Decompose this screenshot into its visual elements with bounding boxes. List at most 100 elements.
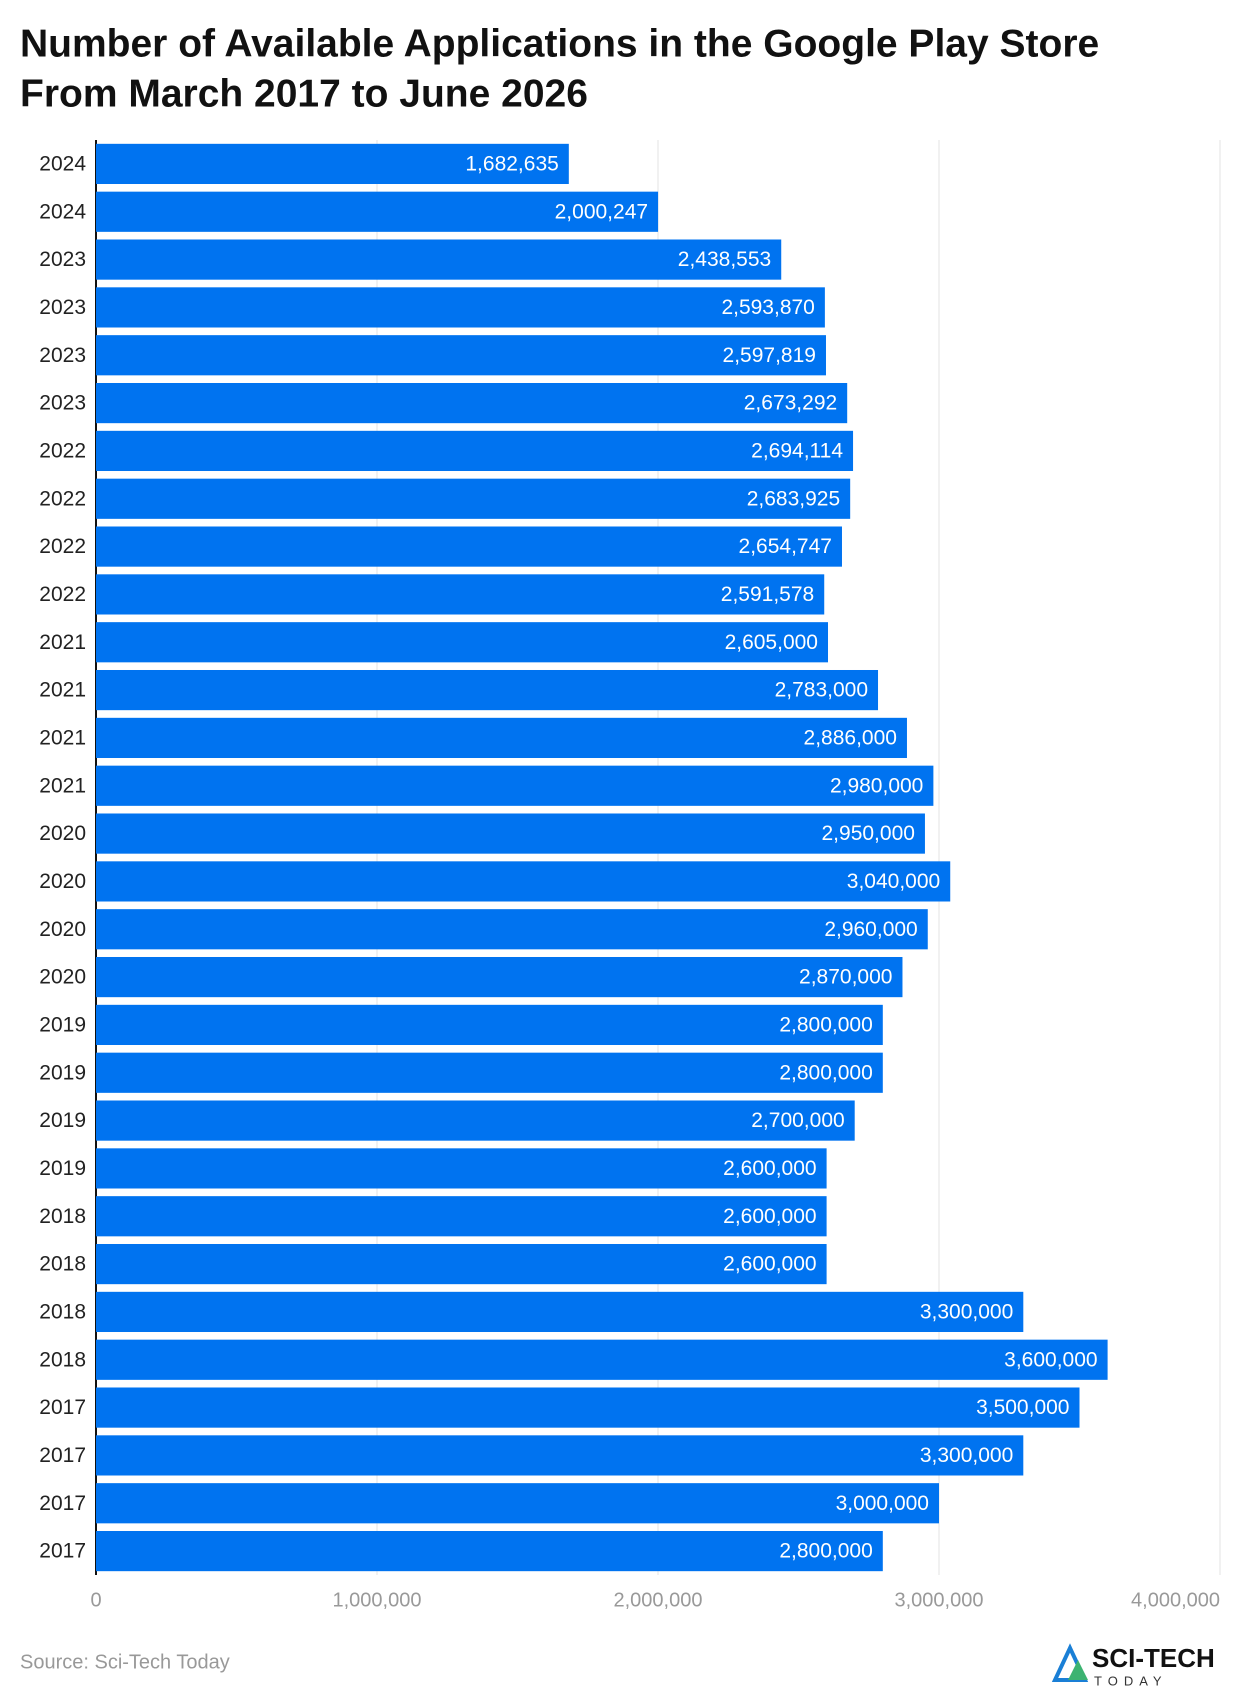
bar [96, 430, 854, 472]
y-tick-label: 2017 [39, 1492, 86, 1515]
bar [96, 335, 826, 376]
data-label: 2,600,000 [723, 1205, 816, 1228]
y-tick-label: 2021 [39, 631, 86, 654]
bar [96, 1435, 1024, 1476]
bar [96, 382, 848, 424]
y-tick-label: 2024 [39, 152, 86, 175]
bar [96, 813, 925, 854]
bar [96, 861, 951, 902]
y-tick-label: 2023 [39, 392, 86, 415]
bar [96, 669, 879, 711]
chart-title: From March 2017 to June 2026 [20, 72, 588, 115]
logo-tagline: TODAY [1094, 1673, 1168, 1688]
y-tick-label: 2020 [39, 918, 86, 941]
data-label: 2,960,000 [824, 918, 917, 941]
data-label: 2,800,000 [779, 1540, 872, 1563]
data-label: 2,800,000 [779, 1013, 872, 1036]
bar [96, 526, 842, 567]
bar [96, 1339, 1108, 1380]
bar [96, 1530, 883, 1572]
data-label: 2,438,553 [678, 248, 771, 271]
chart-title: Number of Available Applications in the … [20, 22, 1099, 65]
bar [96, 478, 851, 519]
y-tick-label: 2019 [39, 1013, 86, 1036]
y-tick-label: 2017 [39, 1540, 86, 1563]
data-label: 3,300,000 [920, 1300, 1013, 1323]
bar [96, 909, 928, 950]
x-tick-label: 2,000,000 [614, 1589, 703, 1611]
data-label: 3,300,000 [920, 1444, 1013, 1467]
data-label: 3,500,000 [976, 1396, 1069, 1419]
data-label: 2,605,000 [725, 631, 818, 654]
bar [96, 1052, 883, 1093]
data-label: 2,886,000 [804, 726, 897, 749]
y-tick-label: 2021 [39, 679, 86, 702]
bar [96, 287, 825, 328]
bar [96, 1004, 883, 1046]
y-tick-label: 2022 [39, 439, 86, 462]
data-label: 2,950,000 [822, 822, 915, 845]
y-tick-label: 2023 [39, 296, 86, 319]
y-tick-label: 2020 [39, 822, 86, 845]
source: Source: Sci-Tech Today [20, 1651, 230, 1673]
bar [96, 1291, 1024, 1333]
y-tick-label: 2021 [39, 774, 86, 797]
y-tick-label: 2017 [39, 1396, 86, 1419]
y-tick-label: 2018 [39, 1348, 86, 1371]
y-tick-label: 2020 [39, 870, 86, 893]
bar [96, 239, 782, 280]
data-label: 2,800,000 [779, 1061, 872, 1084]
y-tick-label: 2023 [39, 248, 86, 271]
bar [96, 1387, 1080, 1428]
data-label: 2,694,114 [751, 439, 843, 462]
x-tick-label: 1,000,000 [333, 1589, 422, 1611]
bar [96, 191, 659, 232]
y-tick-label: 2022 [39, 487, 86, 510]
y-tick-label: 2019 [39, 1109, 86, 1132]
data-label: 2,600,000 [723, 1157, 816, 1180]
y-tick-label: 2018 [39, 1300, 86, 1323]
bar [96, 143, 569, 185]
bar [96, 1243, 827, 1285]
y-tick-label: 2022 [39, 583, 86, 606]
y-tick-label: 2018 [39, 1253, 86, 1276]
data-label: 2,980,000 [830, 774, 923, 797]
data-label: 2,000,247 [555, 200, 648, 223]
y-tick-label: 2019 [39, 1061, 86, 1084]
bar [96, 1148, 827, 1189]
logo: SCI-TECH TODAY [1051, 1643, 1215, 1688]
data-label: 2,700,000 [751, 1109, 844, 1132]
x-tick-label: 0 [90, 1589, 101, 1611]
y-tick-label: 2021 [39, 726, 86, 749]
bar [96, 1100, 855, 1141]
bar [96, 765, 934, 806]
data-label: 2,673,292 [744, 392, 837, 415]
bar [96, 956, 903, 998]
data-label: 3,040,000 [847, 870, 940, 893]
y-tick-label: 2023 [39, 344, 86, 367]
logo-name: SCI-TECH [1092, 1643, 1215, 1673]
data-label: 1,682,635 [465, 152, 558, 175]
y-tick-label: 2019 [39, 1157, 86, 1180]
bar [96, 1483, 939, 1524]
data-label: 2,783,000 [775, 679, 868, 702]
x-tick-label: 4,000,000 [1131, 1589, 1220, 1611]
y-tick-label: 2020 [39, 966, 86, 989]
y-tick-label: 2024 [39, 200, 86, 223]
x-tick-label: 3,000,000 [895, 1589, 984, 1611]
bar [96, 1196, 827, 1237]
data-label: 2,683,925 [747, 487, 840, 510]
bar [96, 717, 907, 759]
data-label: 2,593,870 [721, 296, 814, 319]
y-tick-label: 2017 [39, 1444, 86, 1467]
data-label: 2,591,578 [721, 583, 814, 606]
data-label: 2,597,819 [723, 344, 816, 367]
y-tick-label: 2018 [39, 1205, 86, 1228]
data-label: 2,870,000 [799, 966, 892, 989]
data-label: 3,600,000 [1004, 1348, 1097, 1371]
data-label: 2,600,000 [723, 1253, 816, 1276]
y-tick-label: 2022 [39, 535, 86, 558]
data-label: 3,000,000 [836, 1492, 929, 1515]
logo-icon [1068, 1660, 1088, 1680]
